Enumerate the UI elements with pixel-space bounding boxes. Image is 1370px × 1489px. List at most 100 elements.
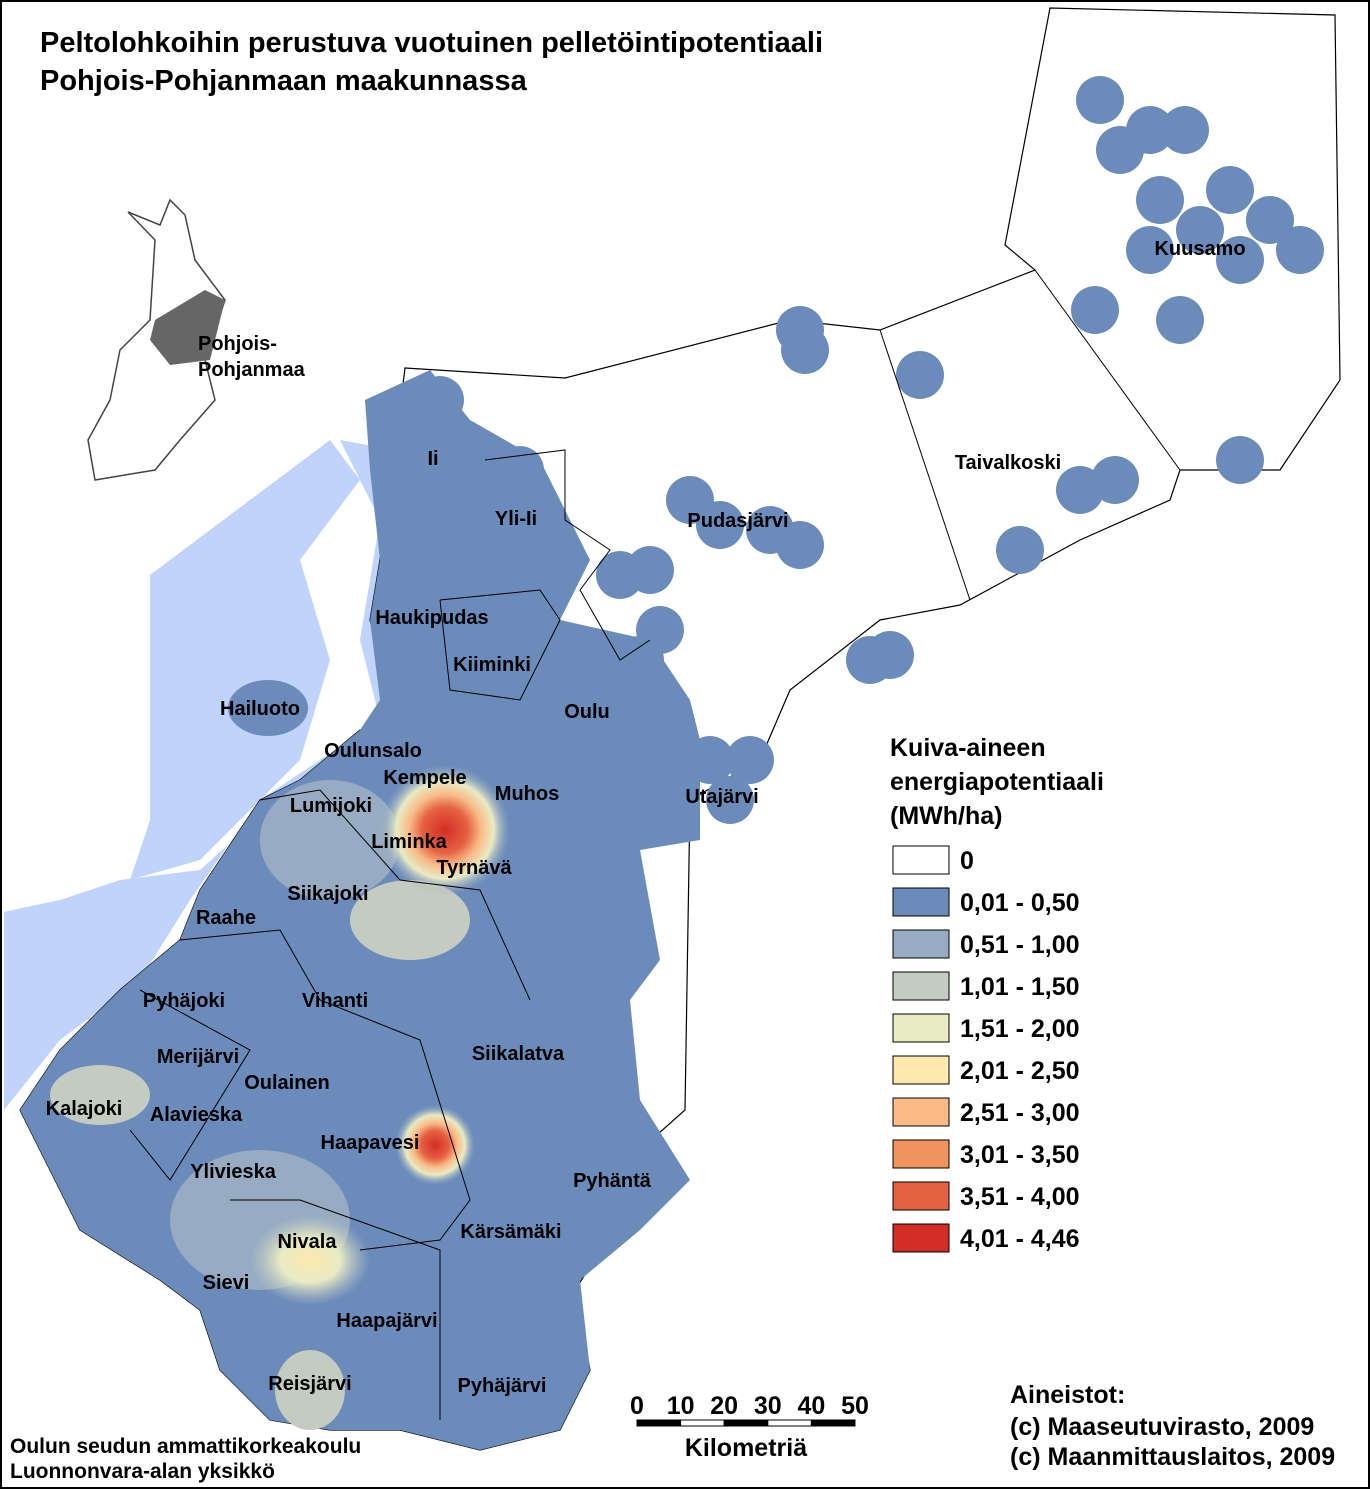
potential-area bbox=[260, 780, 400, 900]
sea bbox=[4, 440, 360, 1110]
border bbox=[439, 589, 561, 701]
municipality-label: Kempele bbox=[383, 767, 466, 789]
legend-label: 1,01 - 1,50 bbox=[960, 973, 1080, 1001]
municipality-label: Lumijoki bbox=[290, 795, 372, 817]
inset-label: Pohjanmaa bbox=[198, 359, 306, 381]
scale-segment bbox=[636, 1419, 682, 1427]
legend-label: 3,01 - 3,50 bbox=[960, 1141, 1080, 1169]
title: Peltolohkoihin perustuva vuotuinen pelle… bbox=[40, 27, 823, 59]
potential-area bbox=[250, 1215, 370, 1305]
municipality-label: Oulu bbox=[564, 701, 610, 723]
municipality-label: Tyrnävä bbox=[436, 857, 512, 879]
municipality-label: Pudasjärvi bbox=[687, 510, 788, 532]
potential-spots bbox=[416, 76, 1324, 824]
scale-unit: Kilometriä bbox=[685, 1434, 807, 1462]
legend-label: 4,01 - 4,46 bbox=[960, 1225, 1080, 1253]
credit: Aineistot: bbox=[1010, 1381, 1125, 1409]
hotspot bbox=[395, 1105, 475, 1185]
credit: (c) Maaseutuvirasto, 2009 bbox=[1010, 1413, 1314, 1441]
municipality-label: Raahe bbox=[196, 907, 256, 929]
credit: Luonnonvara-alan yksikkö bbox=[10, 1460, 275, 1483]
municipality-label: Haukipudas bbox=[375, 607, 488, 629]
inset-region bbox=[150, 290, 225, 365]
potential-spot bbox=[1216, 436, 1264, 484]
legend-title: energiapotentiaali bbox=[890, 768, 1104, 796]
municipality-label: Utajärvi bbox=[685, 786, 758, 808]
island bbox=[228, 680, 308, 736]
potential-spot bbox=[996, 526, 1044, 574]
title: Pohjois-Pohjanmaan maakunnassa bbox=[40, 65, 528, 97]
legend-swatch bbox=[892, 1181, 950, 1211]
legend-swatch bbox=[892, 1055, 950, 1085]
municipality-label: Ii bbox=[427, 448, 438, 470]
municipality-label: Liminka bbox=[371, 831, 447, 853]
municipality-label: Merijärvi bbox=[157, 1046, 239, 1068]
potential-spot bbox=[746, 506, 794, 554]
legend-title: (MWh/ha) bbox=[890, 802, 1002, 830]
legend-label: 0,51 - 1,00 bbox=[960, 931, 1080, 959]
border bbox=[1034, 269, 1181, 471]
municipality-label: Haapajärvi bbox=[336, 1310, 437, 1332]
potential-spot bbox=[1276, 226, 1324, 274]
potential-spot bbox=[1096, 126, 1144, 174]
potential-spot bbox=[1206, 166, 1254, 214]
municipality-label: Haapavesi bbox=[321, 1132, 420, 1154]
potential-spot bbox=[1091, 456, 1139, 504]
scale-tick-label: 30 bbox=[754, 1392, 782, 1420]
scale-tick-label: 20 bbox=[710, 1392, 738, 1420]
legend-swatch bbox=[892, 1139, 950, 1169]
border bbox=[879, 329, 971, 601]
municipality-label: Muhos bbox=[495, 783, 559, 805]
municipality-label: Oulainen bbox=[244, 1072, 330, 1094]
potential-area bbox=[275, 1350, 345, 1430]
municipality-label: Oulunsalo bbox=[324, 740, 422, 762]
inset-finland: Pohjois- Pohjanmaa bbox=[87, 198, 306, 481]
potential-spot bbox=[1136, 176, 1184, 224]
potential-spot bbox=[666, 476, 714, 524]
scale-segment bbox=[810, 1419, 856, 1427]
legend-swatch bbox=[892, 845, 950, 875]
potential-spot bbox=[1126, 226, 1174, 274]
legend-swatch bbox=[892, 1097, 950, 1127]
municipality-label: Nivala bbox=[278, 1231, 338, 1253]
municipality-label: Yli-Ii bbox=[495, 508, 537, 530]
potential-spot bbox=[706, 776, 754, 824]
potential-spot bbox=[616, 636, 664, 684]
scale-tick-label: 0 bbox=[630, 1392, 644, 1420]
legend-title: Kuiva-aineen bbox=[890, 734, 1046, 762]
scale-segment bbox=[767, 1419, 812, 1427]
scale-tick-label: 10 bbox=[667, 1392, 695, 1420]
legend-label: 2,51 - 3,00 bbox=[960, 1099, 1080, 1127]
legend-swatch bbox=[892, 1013, 950, 1043]
municipality-label: Reisjärvi bbox=[268, 1373, 351, 1395]
scale-tick-label: 50 bbox=[841, 1392, 869, 1420]
potential-area bbox=[50, 1065, 150, 1125]
potential-spot bbox=[496, 446, 544, 494]
legend-label: 0,01 - 0,50 bbox=[960, 889, 1080, 917]
municipality-label: Pyhäntä bbox=[573, 1170, 652, 1192]
municipality-label: Alavieska bbox=[150, 1104, 243, 1126]
municipality-label: Kärsämäki bbox=[460, 1221, 561, 1243]
scale-bar: 0 10 20 30 40 50 Kilometriä bbox=[630, 1392, 869, 1462]
potential-spot bbox=[1071, 286, 1119, 334]
legend-label: 3,51 - 4,00 bbox=[960, 1183, 1080, 1211]
municipality-label: Vihanti bbox=[302, 990, 368, 1012]
borders bbox=[129, 269, 1181, 1420]
border bbox=[230, 1199, 441, 1420]
municipality-labels: Ii Yli-Ii Pudasjärvi Kuusamo Taivalkoski Hauk… bbox=[46, 238, 1246, 1397]
inset-label: Pohjois- bbox=[198, 333, 277, 355]
municipality-label: Taivalkoski bbox=[955, 452, 1061, 474]
border bbox=[484, 449, 651, 661]
municipality-label: Ylivieska bbox=[190, 1161, 277, 1183]
municipality-label: Siikalatva bbox=[472, 1043, 565, 1065]
potential-spot bbox=[726, 736, 774, 784]
legend-swatch bbox=[892, 1223, 950, 1253]
legend-swatch bbox=[892, 929, 950, 959]
legend-swatch bbox=[892, 887, 950, 917]
potential-spot bbox=[1246, 196, 1294, 244]
municipality-label: Sievi bbox=[203, 1272, 250, 1294]
scale-segment bbox=[680, 1419, 725, 1427]
municipality-label: Kuusamo bbox=[1154, 238, 1245, 260]
municipality-label: Kiiminki bbox=[453, 654, 531, 676]
